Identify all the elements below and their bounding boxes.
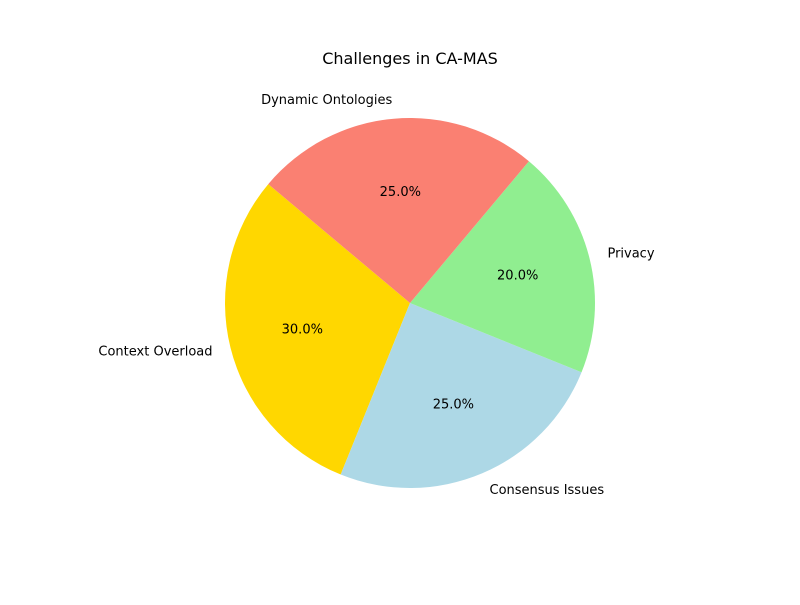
pie-slice-dynamic-ontologies	[268, 117, 529, 304]
slice-label-dynamic-ontologies: Dynamic Ontologies	[261, 93, 392, 108]
pie-slice-context-overload	[224, 184, 410, 475]
chart-title: Challenges in CA-MAS	[322, 49, 498, 68]
pct-label-context-overload: 30.0%	[282, 322, 323, 337]
slice-label-consensus-issues: Consensus Issues	[490, 483, 605, 498]
pie-slice-consensus-issues	[340, 303, 582, 488]
pct-label-dynamic-ontologies: 25.0%	[380, 185, 421, 200]
pie-labels: Context Overload 30.0% Consensus Issues 25.…	[98, 93, 654, 498]
slice-label-privacy: Privacy	[607, 246, 654, 261]
slice-label-context-overload: Context Overload	[98, 345, 212, 360]
pie-slices	[224, 117, 595, 488]
pct-label-consensus-issues: 25.0%	[433, 398, 474, 413]
pie-slice-privacy	[410, 161, 595, 373]
pct-label-privacy: 20.0%	[497, 269, 538, 284]
